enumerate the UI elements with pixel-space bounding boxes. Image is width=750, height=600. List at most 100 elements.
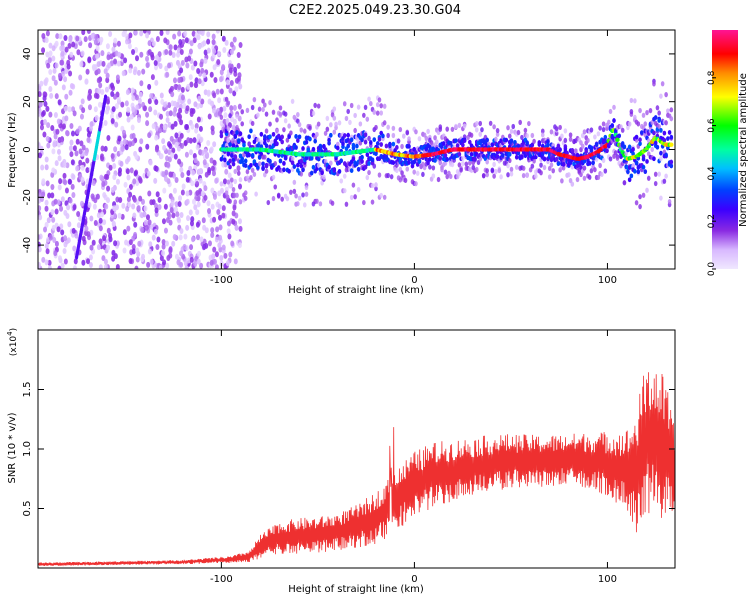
- heatmap-halo-cell: [433, 135, 437, 141]
- heatmap-noise-cell: [98, 264, 103, 269]
- heatmap-noise-cell: [180, 143, 185, 150]
- heatmap-band-cell: [657, 118, 661, 123]
- heatmap-noise-cell: [154, 134, 159, 141]
- heatmap-noise-cell: [129, 113, 134, 120]
- heatmap-halo-cell: [407, 136, 411, 142]
- heatmap-noise-cell: [141, 68, 146, 75]
- heatmap-noise-cell: [159, 30, 164, 36]
- heatmap-halo-cell: [224, 190, 229, 196]
- heatmap-halo-cell: [240, 109, 245, 115]
- heatmap-noise-cell: [148, 241, 153, 248]
- x-tick-label: -100: [210, 275, 233, 286]
- heatmap-halo-cell: [490, 167, 495, 173]
- heatmap-noise-cell: [236, 165, 241, 172]
- heatmap-halo-cell: [509, 166, 514, 172]
- heatmap-noise-cell: [155, 36, 160, 43]
- heatmap-band-cell: [461, 142, 465, 148]
- heatmap-noise-cell: [180, 94, 185, 101]
- heatmap-halo-cell: [243, 190, 248, 196]
- heatmap-noise-cell: [42, 95, 47, 102]
- heatmap-noise-cell: [92, 203, 97, 210]
- snr-y-ticks: 0.5 1.0 1.5: [22, 382, 675, 516]
- heatmap-noise-cell: [43, 100, 48, 107]
- heatmap-band-cell: [653, 115, 658, 120]
- heatmap-noise-cell: [186, 215, 191, 222]
- heatmap-halo-cell: [302, 202, 307, 208]
- heatmap-halo-cell: [474, 166, 479, 173]
- heatmap-halo-cell: [230, 177, 234, 183]
- heatmap-noise-cell: [144, 224, 149, 231]
- heatmap-noise-cell: [67, 42, 72, 49]
- heatmap-noise-cell: [170, 91, 175, 98]
- heatmap-noise-cell: [132, 178, 137, 185]
- heatmap-noise-cell: [41, 47, 46, 54]
- figure-title: C2E2.2025.049.23.30.G04: [289, 3, 461, 18]
- heatmap-band-cell: [542, 156, 547, 162]
- heatmap-noise-cell: [63, 105, 68, 112]
- heatmap-noise-cell: [139, 30, 144, 37]
- heatmap-noise-cell: [39, 80, 44, 87]
- heatmap-halo-cell: [608, 108, 613, 115]
- heatmap-band-cell: [280, 139, 284, 145]
- heatmap-halo-cell: [438, 160, 443, 166]
- heatmap-halo-cell: [646, 175, 651, 181]
- heatmap-noise-cell: [128, 258, 133, 265]
- heatmap-halo-cell: [440, 167, 444, 173]
- heatmap-noise-cell: [70, 159, 75, 166]
- heatmap-noise-cell: [238, 225, 243, 232]
- heatmap-noise-cell: [238, 183, 243, 190]
- heatmap-noise-cell: [130, 87, 135, 94]
- heatmap-halo-cell: [563, 128, 568, 134]
- heatmap-halo-cell: [485, 168, 489, 174]
- heatmap-halo-cell: [245, 107, 250, 113]
- heatmap-noise-cell: [194, 127, 199, 134]
- heatmap-halo-cell: [386, 124, 390, 130]
- heatmap-noise-cell: [124, 144, 129, 151]
- heatmap-noise-cell: [234, 86, 239, 93]
- heatmap-band-cell: [388, 143, 392, 149]
- heatmap-band-cell: [546, 142, 550, 148]
- heatmap-noise-cell: [224, 168, 229, 175]
- heatmap-noise-cell: [69, 151, 74, 158]
- heatmap-noise-cell: [69, 122, 74, 129]
- heatmap-noise-cell: [178, 234, 183, 241]
- heatmap-noise-cell: [149, 258, 154, 265]
- heatmap-noise-cell: [63, 34, 68, 41]
- heatmap-noise-cell: [101, 60, 106, 67]
- heatmap-halo-cell: [414, 181, 418, 187]
- heatmap-band-cell: [313, 138, 317, 144]
- heatmap-noise-cell: [147, 49, 152, 56]
- heatmap-noise-cell: [63, 258, 68, 265]
- heatmap-band-cell: [231, 161, 236, 167]
- heatmap-band-cell: [292, 164, 297, 169]
- heatmap-band-cell: [264, 143, 269, 149]
- heatmap-noise-cell: [157, 51, 162, 58]
- heatmap-halo-cell: [238, 177, 243, 183]
- heatmap-band-cell: [377, 136, 382, 142]
- heatmap-noise-cell: [206, 31, 211, 38]
- heatmap-noise-cell: [78, 159, 83, 166]
- heatmap-noise-cell: [88, 262, 93, 269]
- heatmap-noise-cell: [95, 193, 100, 200]
- heatmap-halo-cell: [348, 119, 352, 125]
- heatmap-noise-cell: [104, 86, 109, 93]
- heatmap-noise-cell: [225, 118, 230, 125]
- heatmap-noise-cell: [76, 210, 81, 217]
- heatmap-band-cell: [278, 158, 283, 164]
- heatmap-noise-cell: [200, 80, 205, 87]
- heatmap-halo-cell: [374, 182, 378, 188]
- heatmap-noise-cell: [66, 59, 71, 66]
- heatmap-noise-cell: [60, 59, 65, 66]
- heatmap-noise-cell: [185, 190, 190, 197]
- heatmap-halo-cell: [598, 125, 602, 131]
- heatmap-halo-cell: [554, 126, 559, 132]
- heatmap-noise-cell: [163, 227, 168, 234]
- heatmap-noise-cell: [126, 174, 131, 181]
- heatmap-band-cell: [261, 161, 265, 167]
- heatmap-noise-cell: [145, 120, 150, 127]
- heatmap-band-cell: [287, 134, 291, 140]
- heatmap-halo-cell: [613, 150, 618, 156]
- heatmap-noise-cell: [185, 224, 190, 231]
- heatmap-band-cell: [638, 141, 642, 147]
- heatmap-noise-cell: [72, 110, 77, 117]
